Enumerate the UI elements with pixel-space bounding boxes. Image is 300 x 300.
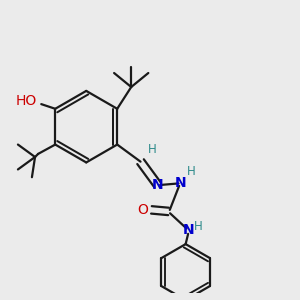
Text: H: H	[194, 220, 203, 233]
Text: O: O	[137, 203, 148, 217]
Text: H: H	[148, 143, 157, 156]
Text: H: H	[187, 165, 195, 178]
Text: N: N	[152, 178, 164, 192]
Text: N: N	[175, 176, 187, 190]
Text: N: N	[183, 223, 195, 237]
Text: HO: HO	[15, 94, 37, 108]
